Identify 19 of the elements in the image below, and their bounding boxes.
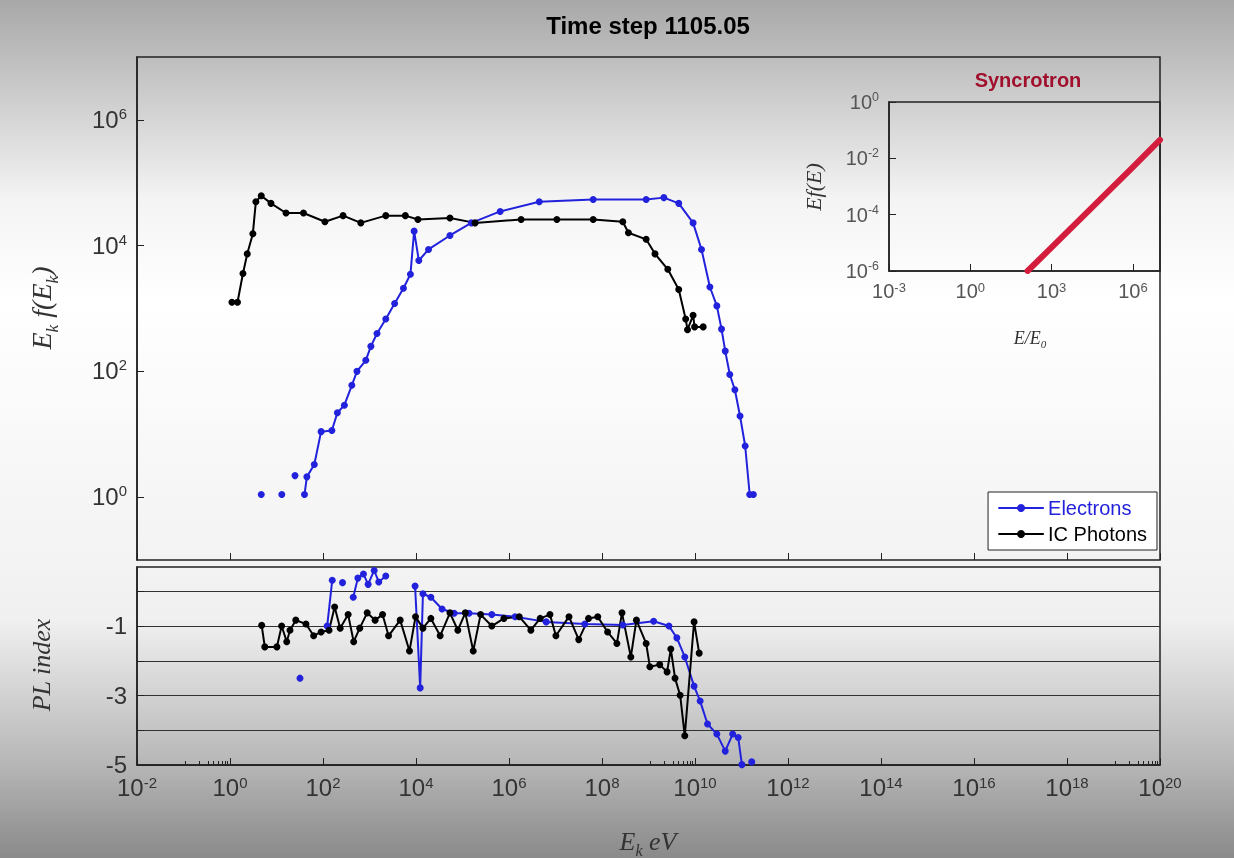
y-tick-label: 10$^{-4}$ (845, 203, 879, 226)
y-axis-title: PL index (27, 618, 57, 712)
chart-title: Syncrotron (974, 68, 1082, 92)
legend-label: IC Photons (1048, 523, 1148, 545)
y-tick-label: 10$^{0}$ (849, 90, 879, 113)
y-tick-label: -1 (105, 612, 127, 640)
y-tick-label: 10$^{-6}$ (845, 259, 879, 282)
y-axis-title: Ef(E) (801, 163, 827, 211)
y-tick-label: 10$^{6}$ (92, 105, 127, 133)
y-tick-label: 10$^{-2}$ (845, 146, 879, 170)
x-axis-title: E/E$_{0}$ (1013, 327, 1047, 351)
legend-label: Electrons (1048, 497, 1132, 519)
y-tick-label: -5 (105, 751, 127, 778)
y-tick-label: -3 (105, 681, 127, 709)
y-tick-label: 10$^{4}$ (92, 231, 127, 259)
chart-title: Time step 1105.05 (546, 12, 750, 40)
x-axis-title: E$_{k}$ eV (619, 827, 677, 858)
y-tick-label: 10$^{0}$ (92, 483, 127, 511)
y-tick-label: 10$^{2}$ (92, 357, 127, 385)
